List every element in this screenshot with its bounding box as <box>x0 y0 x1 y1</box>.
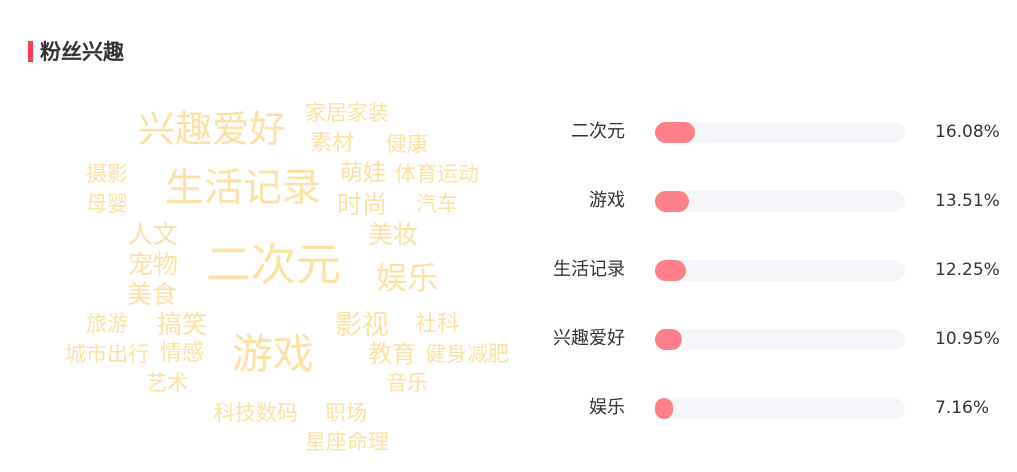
ranking-row: 兴趣爱好 10.95% <box>530 324 1017 354</box>
progress-fill <box>655 122 696 143</box>
ranking-percent: 10.95% <box>935 329 1000 349</box>
word-cloud-item[interactable]: 旅游 <box>86 312 128 336</box>
word-cloud-item[interactable]: 社科 <box>415 312 460 337</box>
word-cloud-item[interactable]: 宠物 <box>128 250 179 279</box>
word-cloud-item[interactable]: 人文 <box>128 220 179 249</box>
progress-track <box>655 122 905 143</box>
progress-track <box>655 398 905 419</box>
word-cloud-item[interactable]: 音乐 <box>386 371 428 395</box>
word-cloud-item[interactable]: 体育运动 <box>395 162 479 186</box>
word-cloud-item[interactable]: 影视 <box>335 310 389 341</box>
progress-fill <box>655 398 673 419</box>
word-cloud-item[interactable]: 健康 <box>386 132 428 156</box>
word-cloud-item[interactable]: 科技数码 <box>214 401 298 425</box>
word-cloud-item[interactable]: 教育 <box>368 340 416 368</box>
word-cloud-item[interactable]: 星座命理 <box>305 430 389 454</box>
word-cloud-item[interactable]: 城市出行 <box>65 342 149 366</box>
word-cloud-item[interactable]: 生活记录 <box>165 166 322 211</box>
word-cloud-item[interactable]: 萌娃 <box>340 160 386 186</box>
word-cloud-item[interactable]: 娱乐 <box>376 261 438 297</box>
ranking-row: 娱乐 7.16% <box>530 393 1017 423</box>
word-cloud-item[interactable]: 母婴 <box>86 192 128 216</box>
ranking-percent: 12.25% <box>935 260 1000 280</box>
ranking-row: 生活记录 12.25% <box>530 255 1017 285</box>
word-cloud-item[interactable]: 美食 <box>127 280 178 309</box>
section-title: 粉丝兴趣 <box>40 40 124 64</box>
word-cloud-item[interactable]: 情感 <box>160 341 205 366</box>
word-cloud-item[interactable]: 汽车 <box>416 192 458 216</box>
ranking-row: 游戏 13.51% <box>530 186 1017 216</box>
word-cloud-item[interactable]: 健身减肥 <box>425 342 509 366</box>
word-cloud-item[interactable]: 游戏 <box>232 330 314 378</box>
progress-track <box>655 329 905 350</box>
word-cloud-item[interactable]: 摄影 <box>86 162 128 186</box>
word-cloud-item[interactable]: 家居家装 <box>305 101 389 125</box>
ranking-percent: 7.16% <box>935 398 990 418</box>
progress-fill <box>655 260 686 281</box>
word-cloud-item[interactable]: 美妆 <box>368 220 419 249</box>
word-cloud-item[interactable]: 兴趣爱好 <box>138 108 286 151</box>
ranking-percent: 13.51% <box>935 191 1000 211</box>
progress-track <box>655 260 905 281</box>
word-cloud-item[interactable]: 二次元 <box>206 238 342 291</box>
ranking-label: 二次元 <box>571 121 625 142</box>
word-cloud-item[interactable]: 职场 <box>325 401 367 425</box>
word-cloud-item[interactable]: 搞笑 <box>157 310 208 339</box>
ranking-label: 兴趣爱好 <box>553 328 625 349</box>
ranking-label: 娱乐 <box>589 397 625 418</box>
progress-track <box>655 191 905 212</box>
progress-fill <box>655 191 689 212</box>
word-cloud: 兴趣爱好 家居家装素材 健康摄影 生活记录 萌娃 体育运动母婴 时尚 汽车人文 美妆宠物 二次元娱… <box>65 101 509 454</box>
ranking-row: 二次元 16.08% <box>530 117 1017 147</box>
progress-fill <box>655 329 683 350</box>
ranking-label: 游戏 <box>589 190 625 211</box>
ranking-percent: 16.08% <box>935 122 1000 142</box>
word-cloud-item[interactable]: 艺术 <box>146 371 188 395</box>
ranking-label: 生活记录 <box>553 259 625 280</box>
word-cloud-item[interactable]: 时尚 <box>337 190 388 219</box>
word-cloud-item[interactable]: 素材 <box>310 131 355 156</box>
title-accent-bar <box>28 41 33 62</box>
